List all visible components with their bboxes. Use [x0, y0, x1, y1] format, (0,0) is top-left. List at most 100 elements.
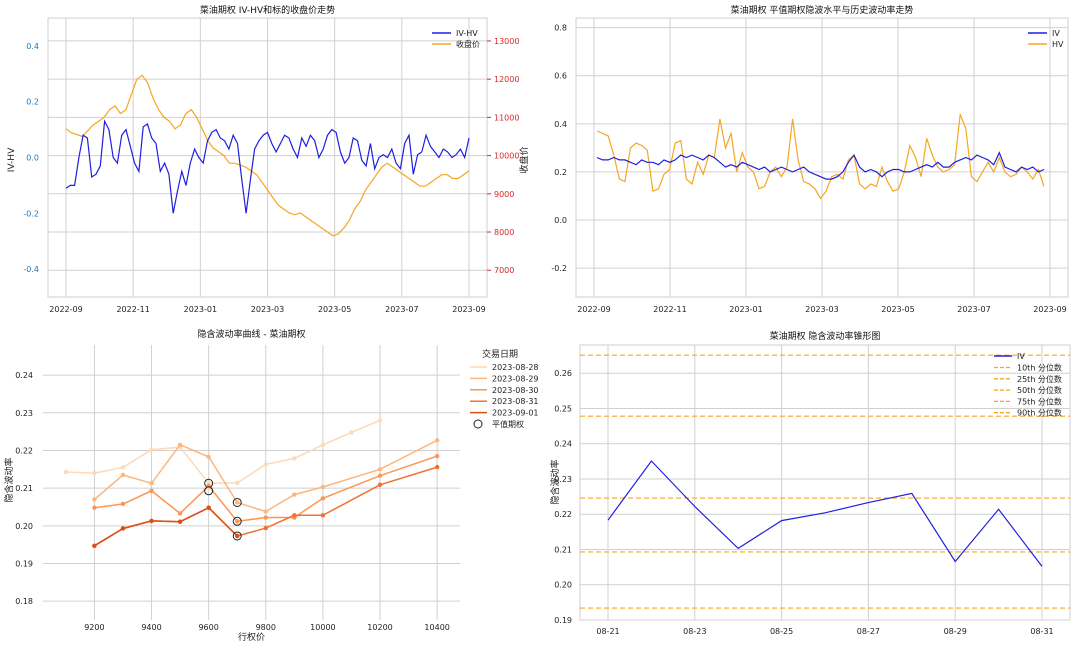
chart2-xtick: 2023-07	[957, 305, 990, 314]
chart1-y2tick: 9000	[494, 190, 514, 199]
chart1-series-ivhv	[65, 119, 470, 214]
chart2-series-iv	[596, 151, 1045, 180]
chart4-legend-label: 50th 分位数	[1017, 385, 1062, 395]
chart3-series-point	[206, 505, 211, 510]
chart4-frame	[579, 344, 1071, 621]
chart2-ytick: 0.0	[554, 216, 567, 225]
chart3-ytick: 0.20	[15, 522, 33, 531]
chart4-legend-label: IV	[1017, 352, 1025, 361]
chart1-legend-label: IV-HV	[456, 29, 478, 38]
chart3-series-point	[349, 430, 354, 435]
chart2-xtick: 2023-09	[1033, 305, 1066, 314]
chart3-xtick: 9600	[198, 623, 218, 632]
chart1-ytick: 0.2	[26, 98, 39, 107]
chart4-legend-label: 90th 分位数	[1017, 408, 1062, 418]
chart1-xtick: 2023-05	[318, 305, 351, 314]
chart2-ytick: 0.8	[554, 24, 567, 33]
chart4-xtick: 08-31	[1030, 627, 1053, 636]
chart3-atm-marker	[232, 497, 242, 507]
chart3-series-point	[320, 442, 326, 448]
chart1-xtick: 2022-09	[49, 305, 82, 314]
chart3-series-point	[377, 418, 383, 423]
chart3-atm-marker	[232, 531, 242, 541]
chart3-series-point	[177, 511, 183, 516]
chart3-series-point	[320, 496, 326, 501]
chart3-legend-label: 2023-08-29	[492, 374, 539, 383]
chart4-ytick: 0.19	[554, 616, 572, 625]
chart4-ytick: 0.26	[554, 369, 572, 378]
chart1-ytick: -0.4	[23, 265, 39, 274]
chart3-series-point	[377, 482, 383, 487]
chart1-y2tick: 12000	[494, 75, 519, 84]
chart1-y2tick: 8000	[494, 228, 514, 237]
chart3-series-point	[149, 481, 154, 486]
chart2-ytick: -0.2	[551, 264, 567, 273]
chart3-xlabel: 行权价	[238, 631, 265, 643]
chart3-ylabel: 隐含波动率	[3, 457, 15, 502]
chart3-series-point	[92, 505, 97, 510]
chart3-series-point	[263, 525, 268, 531]
chart4-xtick: 08-21	[596, 627, 619, 636]
chart3-series-point	[120, 501, 126, 507]
chart3-series-point	[292, 456, 297, 461]
chart3-series-point	[292, 513, 297, 518]
chart2-series-hv	[596, 113, 1045, 200]
chart3-series-point	[120, 472, 126, 478]
chart3-ytick: 0.19	[15, 559, 33, 568]
chart3-series-point	[434, 464, 440, 470]
chart1-xtick: 2023-01	[184, 305, 217, 314]
chart2-xtick: 2022-11	[653, 305, 686, 314]
chart4-legend-label: 25th 分位数	[1017, 374, 1062, 384]
chart1-xtick: 2023-09	[452, 305, 485, 314]
chart3-ytick: 0.18	[15, 597, 33, 606]
chart1-xtick: 2023-07	[385, 305, 418, 314]
chart3-xtick: 10000	[310, 623, 335, 632]
chart3-series-point	[235, 519, 240, 524]
chart3-ytick: 0.22	[15, 446, 33, 455]
chart3-series-point	[320, 513, 326, 518]
chart1-y2tick: 11000	[494, 113, 519, 122]
chart4-series-iv	[607, 460, 1043, 567]
chart3-series-point	[92, 470, 97, 476]
chart2-legend-label: HV	[1052, 40, 1064, 49]
chart3-ytick: 0.23	[15, 409, 33, 418]
chart4-ytick: 0.21	[554, 545, 572, 554]
chart2-ytick: 0.2	[554, 168, 567, 177]
chart3-series-point	[149, 447, 154, 452]
chart3-legend-label: 2023-08-31	[492, 397, 539, 406]
chart1-title: 菜油期权 IV-HV和标的收盘价走势	[200, 4, 335, 16]
chart3-atm-marker	[204, 486, 214, 496]
chart4-xtick: 08-25	[770, 627, 793, 636]
chart3-legend-label: 2023-09-01	[492, 409, 539, 418]
chart1-y2tick: 10000	[494, 152, 519, 161]
chart3-series-point	[149, 488, 154, 493]
chart3-series-point	[206, 454, 211, 460]
chart2-xtick: 2023-01	[729, 305, 762, 314]
chart3-series-point	[120, 465, 126, 470]
chart4-legend-label: 10th 分位数	[1017, 363, 1062, 373]
chart3-title: 隐含波动率曲线 - 菜油期权	[198, 328, 306, 340]
chart2-legend-label: IV	[1052, 29, 1060, 38]
chart3-series-point	[177, 442, 183, 448]
chart1-ytick: 0.4	[26, 42, 39, 51]
chart4-ytick: 0.22	[554, 510, 572, 519]
chart3-xtick: 10400	[424, 623, 449, 632]
chart3-series-point	[434, 438, 440, 443]
chart3-legend-label: 平值期权	[492, 419, 524, 429]
chart3-xtick: 9800	[256, 623, 276, 632]
chart1-series-price	[65, 74, 470, 237]
chart3-series-point	[177, 519, 183, 524]
chart1-ytick: 0.0	[26, 154, 39, 163]
chart3-series-point	[235, 480, 240, 486]
chart3-series-point	[63, 469, 69, 475]
chart4-ytick: 0.25	[554, 404, 572, 413]
chart2-ytick: 0.4	[554, 120, 567, 129]
chart3-series-point	[377, 473, 383, 478]
chart4-ytick: 0.23	[554, 475, 572, 484]
chart3-series-point	[434, 453, 440, 459]
chart3-series-point	[263, 462, 268, 467]
chart3-ytick: 0.21	[15, 484, 33, 493]
chart1-xtick: 2022-11	[116, 305, 149, 314]
chart1-y2tick: 13000	[494, 37, 519, 46]
